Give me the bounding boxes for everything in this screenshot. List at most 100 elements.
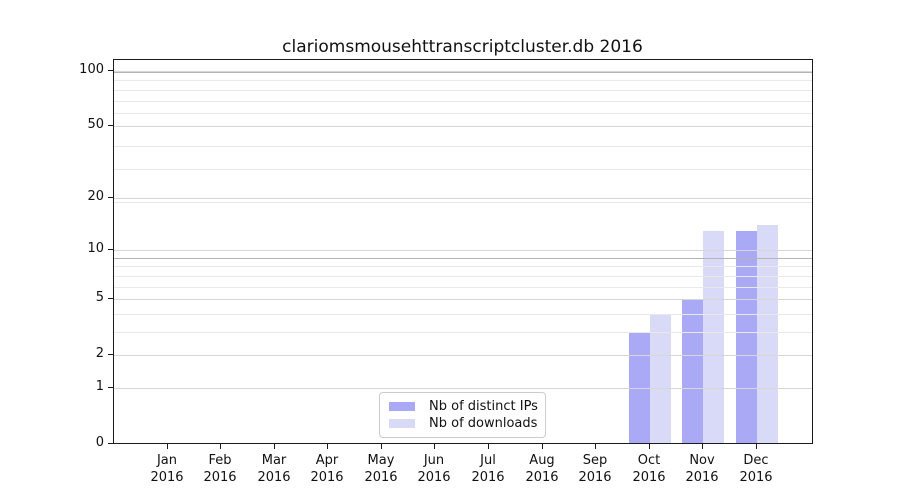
gridline-dark [114,257,812,259]
x-tick-mark [595,444,596,449]
y-tick-label: 20 [87,189,104,204]
x-tick-label: May 2016 [349,452,413,486]
gridline-minor [114,80,812,82]
gridline-major [114,299,812,301]
y-tick-label: 5 [95,290,104,305]
y-tick-label: 0 [95,435,104,450]
y-tick-label: 50 [87,117,104,132]
x-tick-label: Oct 2016 [617,452,681,486]
x-tick-year: 2016 [150,470,184,485]
x-tick-label: Sep 2016 [563,452,627,486]
y-tick-mark [108,249,113,250]
bar-downloads-nov [703,230,725,443]
gridline-major [114,197,812,199]
y-tick-label: 10 [87,241,104,256]
gridline-minor [114,286,812,288]
x-tick-mark [702,444,703,449]
gridline-minor [114,100,812,102]
x-tick-mark [756,444,757,449]
x-tick-year: 2016 [632,470,666,485]
y-tick-mark [108,354,113,355]
gridline-dark [114,71,812,73]
x-tick-month: Jun [423,453,445,468]
x-tick-mark [167,444,168,449]
gridline-minor [114,89,812,91]
gridline-major [114,71,812,72]
y-tick-label: 2 [95,346,104,361]
x-tick-month: Jan [156,453,178,468]
x-tick-month: Aug [529,453,555,468]
x-tick-month: Apr [315,453,339,468]
x-tick-year: 2016 [525,470,559,485]
gridline-minor [114,275,812,277]
legend-entry-downloads: Nb of downloads [389,415,538,431]
x-tick-month: Sep [582,453,608,468]
x-tick-mark [220,444,221,449]
y-tick-mark [108,197,113,198]
x-tick-mark [327,444,328,449]
x-tick-year: 2016 [417,470,451,485]
x-tick-year: 2016 [310,470,344,485]
gridline-minor [114,313,812,315]
legend-swatch-distinct-ips [389,402,415,412]
y-tick-label: 1 [95,379,104,394]
x-tick-month: Dec [743,453,769,468]
x-tick-mark [434,444,435,449]
legend-entry-distinct-ips: Nb of distinct IPs [389,399,538,415]
gridline-major [114,355,812,357]
x-tick-label: Dec 2016 [724,452,788,486]
x-tick-year: 2016 [739,470,773,485]
x-tick-label: Jan 2016 [135,452,199,486]
x-tick-mark [649,444,650,449]
x-tick-label: Feb 2016 [188,452,252,486]
legend-label-downloads: Nb of downloads [429,415,538,431]
bar-distinct-ips-nov [682,299,704,443]
y-tick-mark [108,443,113,444]
gridline-major [114,250,812,252]
gridline-minor [114,266,812,268]
gridline-major [114,126,812,128]
legend-swatch-downloads [389,418,415,428]
x-tick-month: Jul [480,453,496,468]
gridline-minor [114,113,812,115]
bar-distinct-ips-dec [735,230,757,443]
x-tick-year: 2016 [578,470,612,485]
bar-distinct-ips-oct [628,331,650,443]
x-tick-label: Nov 2016 [670,452,734,486]
gridline-minor [114,331,812,333]
x-tick-month: Feb [208,453,232,468]
legend: Nb of distinct IPs Nb of downloads [379,392,546,438]
y-tick-mark [108,70,113,71]
x-tick-label: Jun 2016 [402,452,466,486]
y-tick-mark [108,125,113,126]
x-tick-label: Aug 2016 [510,452,574,486]
gridline-minor [114,145,812,147]
x-tick-label: Mar 2016 [242,452,306,486]
x-tick-mark [274,444,275,449]
x-tick-label: Apr 2016 [295,452,359,486]
x-tick-year: 2016 [364,470,398,485]
gridline-major [114,387,812,389]
chart-title: clariomsmousehttranscriptcluster.db 2016 [282,37,643,57]
x-tick-label: Jul 2016 [456,452,520,486]
bar-downloads-oct [649,313,671,443]
x-tick-month: May [367,453,395,468]
x-tick-year: 2016 [203,470,237,485]
x-tick-year: 2016 [685,470,719,485]
x-tick-month: Mar [261,453,287,468]
x-tick-year: 2016 [257,470,291,485]
y-tick-mark [108,298,113,299]
gridline-minor [114,201,812,203]
legend-label-distinct-ips: Nb of distinct IPs [429,399,538,415]
x-tick-mark [381,444,382,449]
y-tick-mark [108,387,113,388]
plot-area [113,59,813,444]
x-tick-month: Nov [689,453,715,468]
x-tick-mark [488,444,489,449]
x-tick-month: Oct [637,453,661,468]
gridline-minor [114,169,812,171]
y-tick-label: 100 [79,62,104,77]
x-tick-year: 2016 [471,470,505,485]
x-tick-mark [542,444,543,449]
